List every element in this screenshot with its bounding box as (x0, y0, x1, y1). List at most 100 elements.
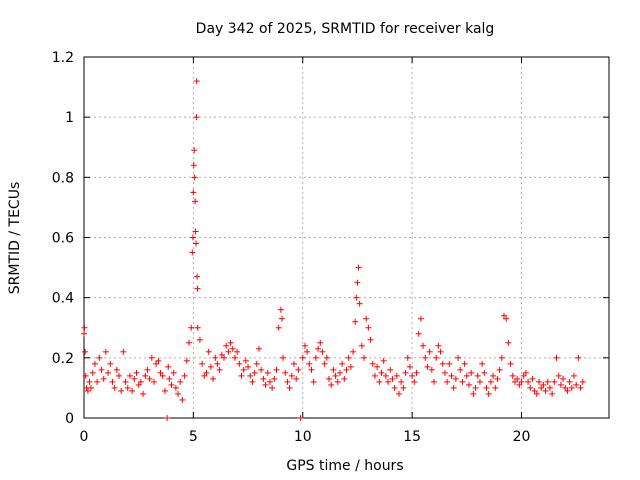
data-point (485, 390, 492, 397)
data-point (189, 249, 196, 256)
data-point (84, 387, 91, 394)
data-point (266, 378, 273, 385)
data-point (216, 366, 223, 373)
data-point (142, 372, 149, 379)
data-point (82, 348, 89, 355)
data-point (533, 390, 540, 397)
data-point (236, 360, 243, 367)
data-point (207, 363, 214, 370)
data-point (157, 369, 164, 376)
y-tick-label: 0.2 (52, 351, 74, 367)
data-point (353, 294, 360, 301)
data-point (189, 234, 196, 241)
data-point (476, 378, 483, 385)
data-point (161, 387, 168, 394)
data-point (358, 342, 365, 349)
data-point (221, 354, 227, 361)
data-point (321, 360, 328, 367)
data-point (166, 375, 173, 382)
data-point (461, 360, 468, 367)
data-point (577, 384, 584, 391)
data-point (492, 384, 499, 391)
data-point (273, 366, 280, 373)
data-point (398, 378, 405, 385)
data-point (126, 372, 133, 379)
data-point (551, 378, 558, 385)
data-point (431, 378, 437, 385)
data-point (214, 360, 221, 367)
data-point (426, 348, 433, 355)
chart-title: Day 342 of 2025, SRMTID for receiver kal… (196, 21, 495, 37)
data-point (177, 378, 184, 385)
data-point (148, 354, 155, 361)
data-point (225, 348, 232, 355)
data-point (444, 378, 451, 385)
y-tick-label: 0 (65, 411, 74, 427)
data-point (242, 357, 249, 364)
data-point (245, 363, 252, 370)
data-point (165, 363, 172, 370)
data-point (159, 372, 166, 379)
data-point (498, 354, 505, 361)
data-point (81, 330, 87, 337)
data-point (363, 315, 370, 322)
data-point (396, 390, 402, 397)
data-point (452, 375, 459, 382)
data-point (319, 348, 326, 355)
data-point (194, 324, 201, 331)
data-point (380, 357, 387, 364)
data-point (269, 384, 276, 391)
data-point (393, 372, 400, 379)
data-point (345, 354, 352, 361)
data-point (334, 378, 341, 385)
data-point (553, 354, 560, 361)
data-point (247, 372, 254, 379)
data-point (183, 357, 190, 364)
data-point (433, 354, 440, 361)
data-point (474, 372, 481, 379)
data-point (369, 360, 376, 367)
data-point (520, 372, 527, 379)
data-point (402, 369, 409, 376)
data-point (293, 375, 300, 382)
data-point (536, 378, 542, 385)
data-point (483, 384, 490, 391)
data-point (428, 366, 435, 373)
x-tick-label: 10 (294, 429, 312, 445)
data-point (102, 348, 109, 355)
data-point (98, 366, 105, 373)
data-point (315, 345, 322, 352)
data-point (420, 342, 427, 349)
data-point (446, 360, 453, 367)
data-point (573, 381, 580, 388)
data-point (196, 336, 203, 343)
data-point (218, 351, 225, 358)
data-point (205, 348, 212, 355)
data-point (82, 372, 89, 379)
data-point (88, 384, 94, 391)
data-point (503, 315, 510, 322)
y-tick-label: 1 (65, 110, 74, 126)
data-point (382, 372, 389, 379)
data-point (107, 360, 114, 367)
data-point (415, 330, 422, 337)
data-point (210, 375, 217, 382)
data-point (155, 357, 162, 364)
data-point (188, 324, 195, 331)
data-point (133, 369, 140, 376)
data-point (437, 348, 444, 355)
data-point (191, 147, 198, 154)
data-point (192, 198, 199, 205)
data-point (457, 366, 464, 373)
data-point (301, 342, 308, 349)
data-point (229, 345, 236, 352)
data-point (468, 369, 475, 376)
data-point (505, 339, 512, 346)
data-point (277, 306, 284, 313)
data-point (317, 339, 324, 346)
data-point (201, 372, 208, 379)
data-point (481, 369, 488, 376)
data-point (466, 381, 472, 388)
data-point (190, 189, 197, 196)
